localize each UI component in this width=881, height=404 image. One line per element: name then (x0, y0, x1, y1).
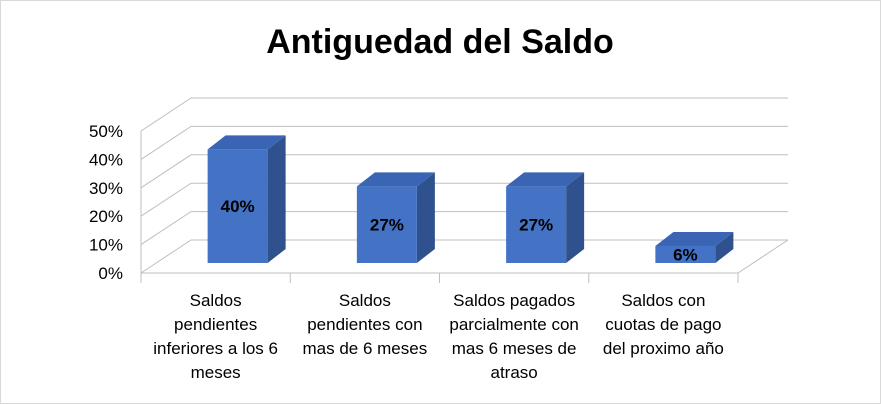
gridline (140, 154, 788, 189)
bar-top (356, 172, 435, 187)
chart-title: Antiguedad del Saldo (266, 23, 614, 61)
y-axis-ticks: 0% 10% 20% 30% 40% 50% (89, 122, 123, 283)
bar-top (506, 172, 585, 187)
bar: 27% (356, 172, 435, 263)
data-label: 6% (673, 245, 698, 264)
y-tick-label: 50% (89, 122, 123, 141)
x-category-label: Saldos pendientes inferiores a los 6 meses (153, 291, 278, 382)
x-category-label: Saldos pagados parcialmente con mas 6 mese… (449, 291, 578, 382)
x-category-line: mas 6 meses de (452, 339, 577, 358)
data-label: 40% (221, 197, 255, 216)
x-category-line: Saldos pagados (453, 291, 575, 310)
bar-top (655, 231, 734, 246)
bar: 6% (655, 231, 734, 264)
x-category-line: pendientes con (307, 315, 422, 334)
bar-front (356, 186, 417, 263)
x-category-line: pendientes (174, 315, 257, 334)
bar-side (267, 135, 286, 263)
x-category-line: meses (191, 363, 241, 382)
bar-top (207, 135, 286, 150)
x-category-line: Saldos (190, 291, 242, 310)
data-label: 27% (519, 216, 553, 235)
gridline (140, 182, 788, 217)
x-category-line: inferiores a los 6 (153, 339, 278, 358)
gridline (140, 211, 788, 246)
x-category-line: cuotas de pago (605, 315, 721, 334)
x-category-line: Saldos (339, 291, 391, 310)
bar-front (207, 149, 268, 263)
x-axis-categories: Saldos pendientes inferiores a los 6 mesesS… (153, 291, 724, 382)
x-category-line: del proximo año (603, 339, 724, 358)
data-label: 27% (370, 216, 404, 235)
bar-front (506, 186, 567, 263)
bar: 27% (506, 172, 585, 263)
y-tick-label: 10% (89, 236, 123, 255)
x-category-label: Saldos con cuotas de pago del proximo año (603, 291, 724, 358)
gridline (140, 125, 788, 160)
bar-front (655, 245, 716, 263)
grid (140, 97, 789, 283)
y-tick-label: 40% (89, 150, 123, 169)
gridline (140, 97, 788, 132)
x-category-line: mas de 6 meses (303, 339, 428, 358)
y-tick-label: 30% (89, 179, 123, 198)
y-tick-label: 0% (98, 264, 123, 283)
bars: 40% 27% 27% 6% (207, 135, 734, 264)
bar-side (715, 231, 734, 263)
floor-back-line (140, 239, 788, 274)
y-tick-label: 20% (89, 207, 123, 226)
x-category-line: atraso (491, 363, 538, 382)
x-category-line: Saldos con (621, 291, 705, 310)
bar-side (416, 172, 435, 263)
bar: 40% (207, 135, 286, 263)
bar-side (566, 172, 585, 263)
x-category-line: parcialmente con (449, 315, 578, 334)
x-category-label: Saldos pendientes con mas de 6 meses (303, 291, 428, 358)
